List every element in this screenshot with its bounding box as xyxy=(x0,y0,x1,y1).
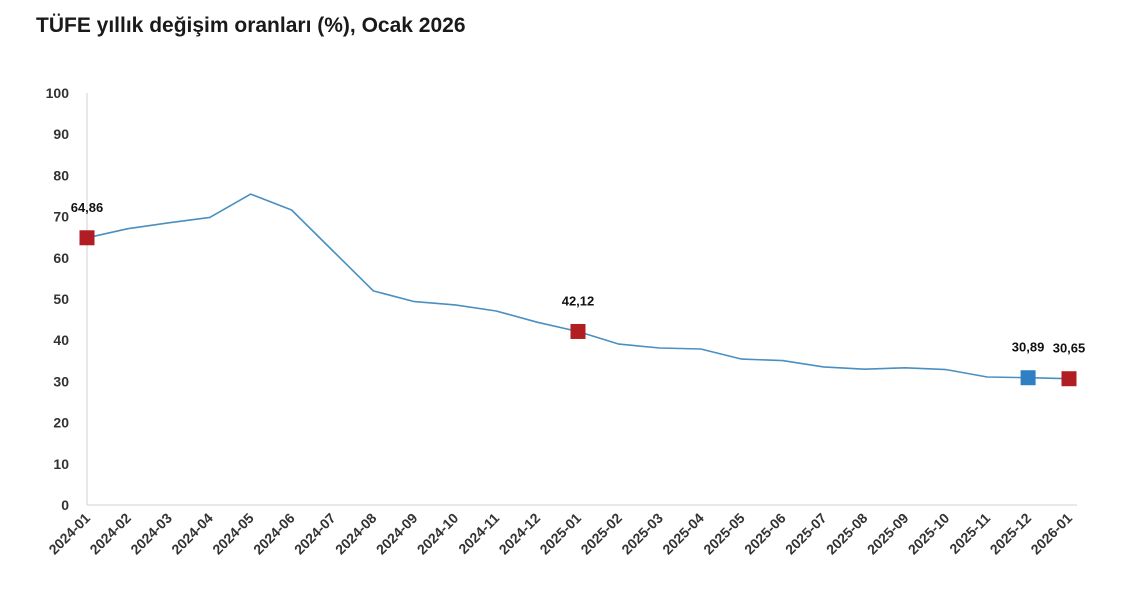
x-tick-label: 2025-06 xyxy=(741,510,789,558)
y-tick-label: 80 xyxy=(53,167,69,183)
y-tick-label: 50 xyxy=(53,291,69,307)
y-tick-label: 90 xyxy=(53,126,69,142)
data-marker xyxy=(1061,371,1077,387)
data-label: 64,86 xyxy=(71,200,104,215)
x-tick-label: 2025-12 xyxy=(987,510,1035,558)
series-line xyxy=(86,193,1070,380)
data-marker xyxy=(570,323,586,339)
x-axis-ticks: 2024-012024-022024-032024-042024-052024-… xyxy=(45,510,1075,558)
y-tick-label: 30 xyxy=(53,373,69,389)
y-axis-ticks: 0 10 20 30 40 50 60 70 80 90 100 xyxy=(46,85,70,513)
data-markers xyxy=(79,230,1077,387)
data-labels: 64,86 42,12 30,89 30,65 xyxy=(71,200,1086,356)
y-tick-label: 0 xyxy=(61,497,69,513)
x-tick-label: 2024-02 xyxy=(86,510,134,558)
data-label: 30,89 xyxy=(1012,340,1045,355)
x-tick-label: 2025-07 xyxy=(782,510,830,558)
y-tick-label: 40 xyxy=(53,332,69,348)
x-tick-label: 2024-03 xyxy=(127,510,175,558)
data-label: 42,12 xyxy=(562,293,595,308)
y-tick-label: 20 xyxy=(53,415,69,431)
x-tick-label: 2025-08 xyxy=(823,510,871,558)
y-tick-label: 10 xyxy=(53,456,69,472)
data-marker xyxy=(1020,370,1036,386)
x-tick-label: 2026-01 xyxy=(1027,510,1075,558)
x-tick-label: 2024-07 xyxy=(291,510,339,558)
y-tick-label: 60 xyxy=(53,250,69,266)
x-tick-label: 2025-09 xyxy=(864,510,912,558)
chart-axes xyxy=(86,93,1077,506)
x-tick-label: 2025-01 xyxy=(536,510,584,558)
x-tick-label: 2025-05 xyxy=(700,510,748,558)
x-tick-label: 2024-12 xyxy=(496,510,544,558)
y-tick-label: 100 xyxy=(46,85,70,101)
x-tick-label: 2024-01 xyxy=(45,510,93,558)
x-tick-label: 2024-11 xyxy=(455,510,502,557)
data-marker xyxy=(79,230,95,246)
chart-title: TÜFE yıllık değişim oranları (%), Ocak 2… xyxy=(36,14,466,37)
x-tick-label: 2024-09 xyxy=(373,510,421,558)
data-label: 30,65 xyxy=(1053,341,1086,356)
x-tick-label: 2025-03 xyxy=(618,510,666,558)
x-tick-label: 2024-05 xyxy=(209,510,257,558)
x-tick-label: 2024-04 xyxy=(168,510,216,558)
y-tick-label: 70 xyxy=(53,209,69,225)
x-tick-label: 2024-08 xyxy=(332,510,380,558)
x-tick-label: 2025-10 xyxy=(905,510,953,558)
x-tick-label: 2024-06 xyxy=(250,510,298,558)
x-tick-label: 2025-11 xyxy=(946,510,993,557)
series-line-path xyxy=(86,193,1070,380)
x-tick-label: 2025-02 xyxy=(577,510,625,558)
x-tick-label: 2024-10 xyxy=(414,510,462,558)
x-tick-label: 2025-04 xyxy=(659,510,707,558)
